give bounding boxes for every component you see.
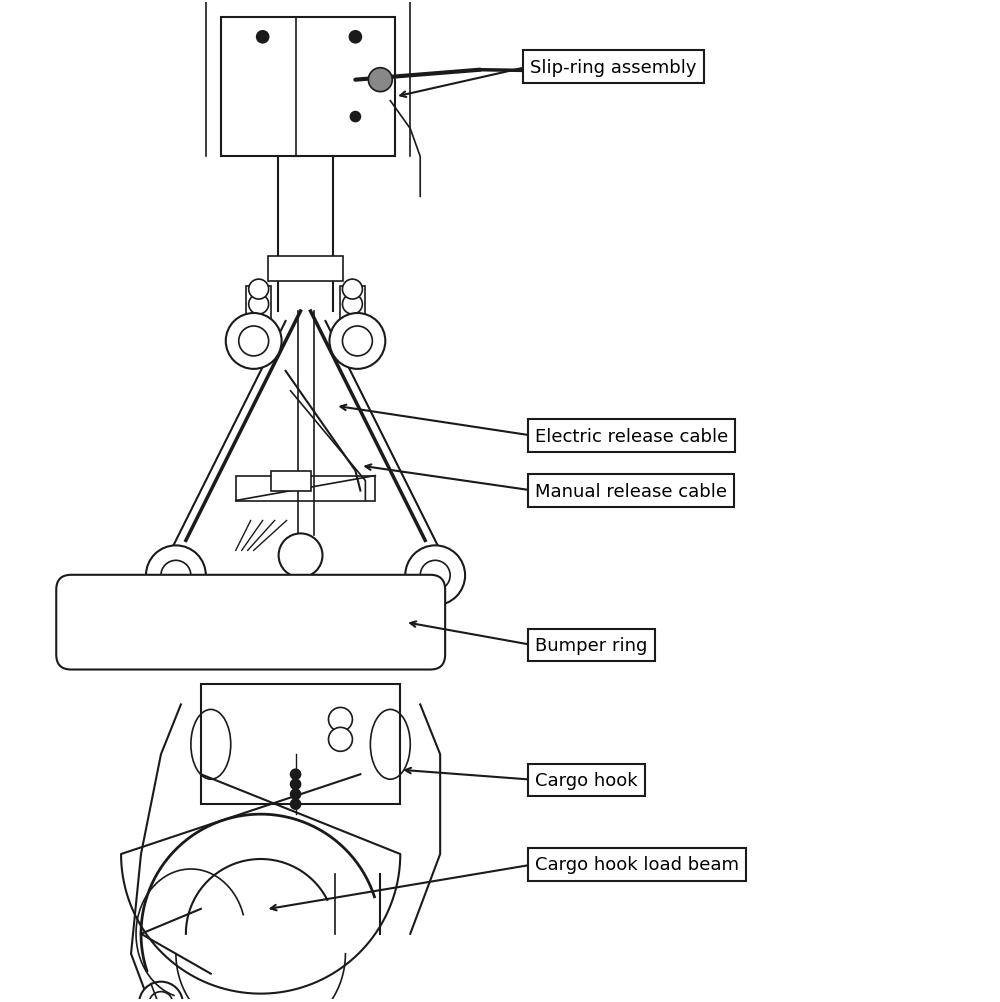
FancyBboxPatch shape	[56, 575, 445, 670]
Circle shape	[146, 546, 206, 605]
Circle shape	[139, 982, 183, 1002]
Bar	[201, 684, 400, 805]
Circle shape	[350, 112, 360, 122]
Circle shape	[328, 727, 352, 752]
Text: Slip-ring assembly: Slip-ring assembly	[530, 59, 696, 76]
Bar	[236, 476, 375, 501]
Circle shape	[226, 314, 282, 370]
Bar	[268, 257, 343, 282]
Bar	[271, 471, 311, 491]
Circle shape	[342, 295, 362, 315]
Bar	[221, 18, 395, 157]
Circle shape	[368, 69, 392, 92]
Circle shape	[342, 280, 362, 300]
Circle shape	[405, 546, 465, 605]
Circle shape	[420, 561, 450, 590]
Text: Cargo hook: Cargo hook	[535, 771, 638, 789]
Bar	[246, 287, 271, 322]
Text: Cargo hook load beam: Cargo hook load beam	[535, 856, 739, 874]
Circle shape	[328, 707, 352, 731]
Circle shape	[161, 561, 191, 590]
Circle shape	[249, 295, 269, 315]
Circle shape	[249, 280, 269, 300]
Circle shape	[291, 770, 301, 780]
Circle shape	[291, 780, 301, 790]
Circle shape	[291, 790, 301, 800]
Text: Bumper ring: Bumper ring	[535, 636, 647, 654]
Circle shape	[329, 314, 385, 370]
Circle shape	[349, 32, 361, 44]
Circle shape	[278, 614, 304, 640]
Circle shape	[108, 609, 134, 635]
Text: Electric release cable: Electric release cable	[535, 427, 728, 445]
Text: Manual release cable: Manual release cable	[535, 482, 727, 500]
Circle shape	[149, 992, 173, 1002]
Circle shape	[279, 534, 322, 578]
Circle shape	[257, 32, 269, 44]
Circle shape	[342, 327, 372, 357]
Circle shape	[291, 800, 301, 810]
Circle shape	[239, 327, 269, 357]
Bar	[340, 287, 365, 322]
